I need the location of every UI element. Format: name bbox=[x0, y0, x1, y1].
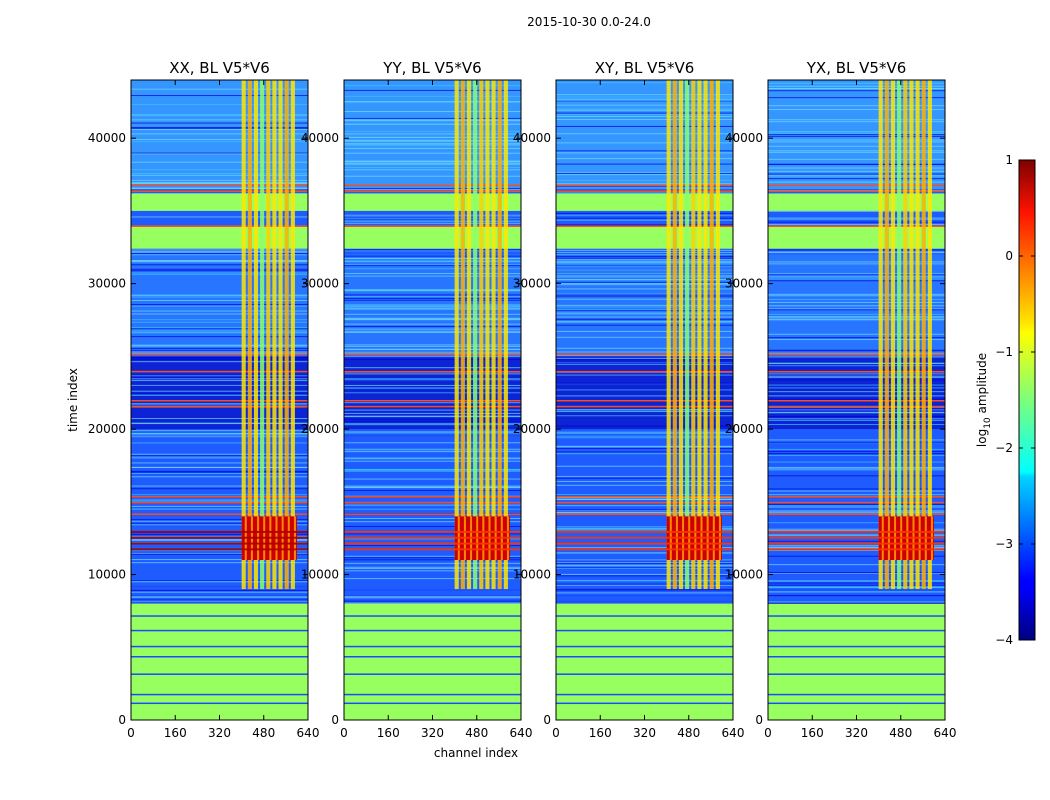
x-tick-label: 0 bbox=[764, 726, 772, 740]
y-tick-label: 20000 bbox=[513, 422, 551, 436]
x-tick-label: 160 bbox=[164, 726, 187, 740]
y-tick-label: 0 bbox=[543, 713, 551, 727]
panel-title: YX, BL V5*V6 bbox=[806, 59, 907, 77]
colorbar-tick-label: 0 bbox=[1005, 249, 1013, 263]
y-tick-label: 30000 bbox=[88, 277, 126, 291]
panel-title: XX, BL V5*V6 bbox=[169, 59, 270, 77]
colorbar-tick-label: −4 bbox=[995, 633, 1013, 647]
x-tick-label: 640 bbox=[722, 726, 745, 740]
colorbar-tick-label: −2 bbox=[995, 441, 1013, 455]
x-tick-label: 160 bbox=[377, 726, 400, 740]
y-tick-label: 0 bbox=[755, 713, 763, 727]
heatmap-image bbox=[344, 80, 521, 720]
x-tick-label: 480 bbox=[465, 726, 488, 740]
y-tick-label: 10000 bbox=[725, 568, 763, 582]
y-tick-label: 30000 bbox=[725, 277, 763, 291]
heatmap-image bbox=[556, 80, 733, 720]
y-tick-label: 10000 bbox=[513, 568, 551, 582]
panel-title: XY, BL V5*V6 bbox=[595, 59, 695, 77]
y-tick-label: 10000 bbox=[88, 568, 126, 582]
x-tick-label: 320 bbox=[633, 726, 656, 740]
y-tick-label: 30000 bbox=[513, 277, 551, 291]
y-tick-label: 20000 bbox=[88, 422, 126, 436]
y-tick-label: 20000 bbox=[301, 422, 339, 436]
x-tick-label: 480 bbox=[252, 726, 275, 740]
x-tick-label: 160 bbox=[589, 726, 612, 740]
y-tick-label: 30000 bbox=[301, 277, 339, 291]
x-tick-label: 320 bbox=[208, 726, 231, 740]
x-tick-label: 640 bbox=[510, 726, 533, 740]
heatmap-image bbox=[768, 80, 945, 720]
panel-2: 0 160 320 480 640 0 10000 20000 30000 40000 XY, BL… bbox=[513, 59, 745, 740]
panel-1: 0 160 320 480 640 0 10000 20000 30000 40000 YY, BL… bbox=[301, 59, 533, 740]
x-axis-label: channel index bbox=[434, 746, 518, 760]
colorbar-label: log10 amplitude bbox=[975, 353, 993, 447]
x-tick-label: 320 bbox=[421, 726, 444, 740]
y-tick-label: 0 bbox=[331, 713, 339, 727]
y-tick-label: 40000 bbox=[88, 131, 126, 145]
panels: 0 160 320 480 640 0 10000 20000 30000 40000 XX, BL… bbox=[88, 59, 957, 740]
x-tick-label: 320 bbox=[845, 726, 868, 740]
x-tick-label: 640 bbox=[297, 726, 320, 740]
x-tick-label: 0 bbox=[552, 726, 560, 740]
x-tick-label: 0 bbox=[340, 726, 348, 740]
colorbar-tick-label: −3 bbox=[995, 537, 1013, 551]
y-tick-label: 40000 bbox=[513, 131, 551, 145]
x-tick-label: 160 bbox=[801, 726, 824, 740]
y-tick-label: 20000 bbox=[725, 422, 763, 436]
x-tick-label: 480 bbox=[889, 726, 912, 740]
panel-0: 0 160 320 480 640 0 10000 20000 30000 40000 XX, BL… bbox=[88, 59, 320, 740]
y-tick-label: 40000 bbox=[725, 131, 763, 145]
colorbar-tick-label: −1 bbox=[995, 345, 1013, 359]
panel-title: YY, BL V5*V6 bbox=[382, 59, 481, 77]
panel-3: 0 160 320 480 640 0 10000 20000 30000 40000 YX, BL… bbox=[725, 59, 957, 740]
y-tick-label: 10000 bbox=[301, 568, 339, 582]
heatmap-image bbox=[131, 80, 308, 720]
y-axis-label: time index bbox=[66, 368, 80, 432]
colorbar: 1 0 −1 −2 −3 −4 log10 amplitude bbox=[975, 153, 1036, 647]
colorbar-tick-label: 1 bbox=[1005, 153, 1013, 167]
colorbar-gradient bbox=[1018, 159, 1036, 641]
x-tick-label: 0 bbox=[127, 726, 135, 740]
y-tick-label: 40000 bbox=[301, 131, 339, 145]
figure-suptitle: 2015-10-30 0.0-24.0 bbox=[527, 15, 651, 29]
x-tick-label: 480 bbox=[677, 726, 700, 740]
x-tick-label: 640 bbox=[934, 726, 957, 740]
y-tick-label: 0 bbox=[118, 713, 126, 727]
